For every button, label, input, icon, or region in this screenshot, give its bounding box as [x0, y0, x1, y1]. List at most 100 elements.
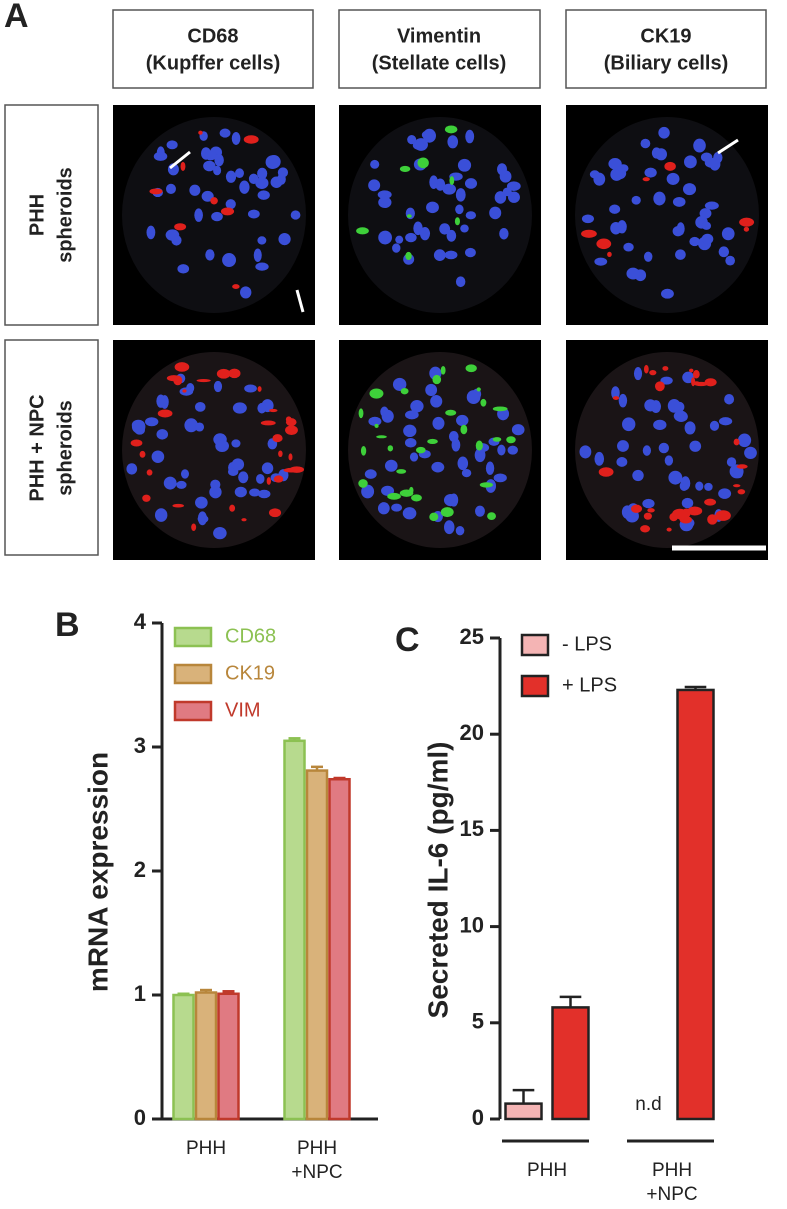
nucleus: [701, 233, 714, 245]
nucleus: [195, 496, 208, 509]
stain: [260, 420, 276, 426]
stain: [692, 370, 700, 379]
stain: [642, 177, 650, 182]
stain: [220, 207, 235, 216]
nucleus: [377, 190, 392, 199]
stain: [174, 223, 187, 231]
nucleus: [493, 473, 507, 483]
bar: [551, 1006, 590, 1121]
nucleus: [622, 417, 636, 432]
nucleus: [704, 157, 719, 168]
nucleus: [507, 445, 518, 455]
stain: [406, 214, 412, 218]
nucleus: [433, 249, 446, 262]
micrographs: [113, 105, 768, 560]
nucleus: [231, 458, 245, 471]
nucleus: [644, 399, 657, 412]
nucleus: [257, 190, 270, 200]
stain: [376, 435, 387, 439]
stain: [492, 437, 502, 442]
stain: [272, 434, 283, 443]
nucleus: [589, 170, 600, 179]
stain: [358, 479, 368, 488]
nucleus: [661, 288, 674, 299]
nucleus: [405, 410, 419, 420]
stain: [228, 368, 241, 379]
nucleus: [176, 480, 187, 489]
stain: [142, 494, 151, 502]
stain: [643, 512, 652, 520]
stain: [733, 438, 740, 446]
nucleus: [257, 167, 268, 180]
column-title: Vimentin: [397, 25, 481, 47]
nucleus: [215, 440, 229, 453]
nucleus: [466, 390, 481, 404]
stain: [411, 494, 422, 502]
nucleus: [623, 242, 634, 252]
nucleus: [384, 459, 398, 472]
nucleus: [681, 497, 694, 509]
nucleus: [184, 418, 198, 433]
column-title: CK19: [640, 25, 691, 47]
nucleus: [432, 416, 445, 430]
nucleus: [405, 232, 417, 243]
nucleus: [632, 469, 644, 482]
nucleus: [499, 227, 509, 240]
nucleus: [718, 246, 730, 258]
stain: [180, 161, 186, 172]
stain: [687, 506, 703, 516]
y-tick-label: 5: [472, 1009, 484, 1034]
stain: [581, 229, 597, 238]
x-tick-label: PHH: [527, 1160, 567, 1181]
column-title: CD68: [187, 25, 238, 47]
spheroid: [122, 352, 306, 548]
nucleus: [368, 179, 381, 192]
nucleus: [680, 476, 691, 491]
stain: [612, 396, 620, 400]
nucleus: [693, 138, 706, 153]
nucleus: [404, 438, 417, 448]
nucleus: [255, 262, 269, 271]
nucleus: [581, 214, 595, 224]
stain: [400, 387, 409, 395]
nucleus: [234, 486, 247, 498]
stain: [157, 409, 173, 418]
nucleus: [506, 181, 521, 191]
nucleus: [395, 235, 404, 244]
stain: [689, 368, 694, 373]
nucleus: [270, 176, 283, 188]
nucleus: [240, 286, 252, 299]
stain: [356, 227, 369, 235]
nucleus: [189, 184, 201, 196]
nucleus: [718, 488, 732, 499]
nucleus: [609, 204, 621, 214]
nucleus: [456, 414, 469, 426]
nucleus: [426, 201, 439, 214]
nucleus: [213, 380, 223, 393]
nucleus: [256, 473, 265, 484]
nucleus: [610, 221, 622, 235]
nucleus: [210, 479, 221, 490]
stain: [369, 388, 384, 399]
row-label: PHH + NPC: [26, 394, 48, 501]
y-tick-label: 25: [460, 624, 484, 649]
stain: [289, 466, 305, 473]
nucleus: [213, 165, 222, 176]
stain: [454, 217, 461, 226]
stain: [704, 498, 717, 506]
chart: B 0 1 2 3 4 mRNA expression PHH PHH +NPC CD68 CK19 V…: [55, 606, 378, 1183]
nucleus: [643, 251, 653, 262]
stain: [427, 438, 438, 445]
arrow: [169, 150, 191, 170]
stain: [172, 503, 185, 508]
header-box: [565, 9, 767, 89]
nucleus: [247, 209, 260, 219]
nucleus: [451, 438, 461, 452]
stain: [677, 512, 686, 521]
nucleus: [368, 416, 382, 427]
nucleus: [699, 208, 712, 219]
nucleus: [511, 424, 525, 436]
nucleus: [675, 249, 686, 260]
stain: [743, 226, 750, 232]
arrow: [717, 138, 739, 155]
